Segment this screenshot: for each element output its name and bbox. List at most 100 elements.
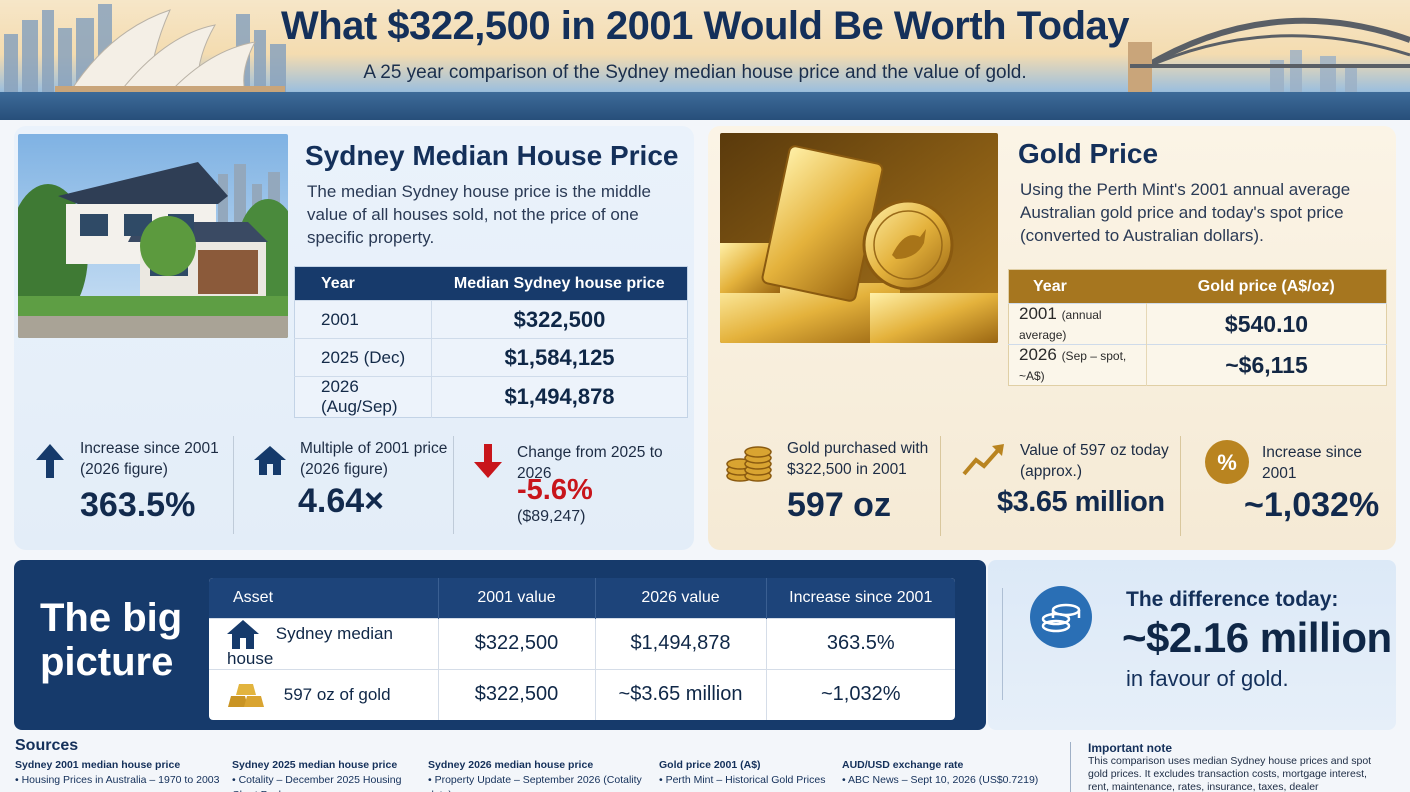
divider xyxy=(233,436,234,534)
stat-value: $3.65 million xyxy=(997,486,1165,518)
page-title: What $322,500 in 2001 Would Be Worth Tod… xyxy=(280,4,1130,48)
important-note-title: Important note xyxy=(1088,741,1172,755)
source-heading: AUD/USD exchange rate xyxy=(842,759,964,771)
price-cell: ~$6,115 xyxy=(1146,344,1387,386)
source-heading: Sydney 2001 median house price xyxy=(15,759,181,771)
page-subtitle: A 25 year comparison of the Sydney media… xyxy=(363,62,1027,83)
trend-up-icon xyxy=(962,444,1004,481)
divider xyxy=(1002,588,1003,700)
house-section-description: The median Sydney house price is the mid… xyxy=(307,182,651,247)
table-row: 2025 (Dec) $1,584,125 xyxy=(294,338,688,377)
source-line[interactable]: Housing Prices in Australia – 1970 to 20… xyxy=(21,774,220,786)
asset-name: 597 oz of gold xyxy=(283,684,391,704)
difference-value: ~$2.16 million xyxy=(1122,614,1392,661)
source-item: AUD/USD exchange rate • ABC News – Sept … xyxy=(842,759,1039,786)
gold-section-title: Gold Price xyxy=(1018,138,1159,169)
year-cell: 2001 xyxy=(1019,304,1057,323)
source-line[interactable]: Cotality – December 2025 Housing Chart P… xyxy=(232,774,402,792)
year-cell: 2026 xyxy=(1019,345,1057,364)
important-note-text: This comparison uses median Sydney house… xyxy=(1088,755,1372,792)
stat-label: Change from 2025 to 2026 xyxy=(517,444,663,482)
table-row: 2001 $322,500 xyxy=(294,300,688,339)
heading-line: picture xyxy=(40,640,174,684)
svg-text:%: % xyxy=(1217,450,1237,475)
value-2026-cell: ~$3.65 million xyxy=(595,669,767,720)
source-line[interactable]: Perth Mint – Historical Gold Prices xyxy=(665,774,826,786)
table-header: Increase since 2001 xyxy=(766,578,955,618)
percent-icon: % xyxy=(1205,440,1249,489)
source-item: Sydney 2026 median house price • Propert… xyxy=(428,758,648,792)
stat-value: 4.64× xyxy=(298,482,385,520)
gold-bars-photo xyxy=(720,133,998,343)
year-cell: 2025 xyxy=(321,347,359,367)
stat-label: Value of 597 oz today (approx.) xyxy=(1020,442,1169,480)
year-note: (annual average) xyxy=(1019,308,1102,342)
asset-name: Sydney median house xyxy=(227,623,393,669)
source-heading: Gold price 2001 (A$) xyxy=(659,759,761,771)
stat-value: ~1,032% xyxy=(1244,486,1380,524)
price-cell: $540.10 xyxy=(1146,303,1387,345)
year-note: (Sep – spot, ~A$) xyxy=(1019,349,1127,383)
table-row: 2026 (Sep – spot, ~A$) ~$6,115 xyxy=(1008,344,1387,386)
divider xyxy=(453,436,454,534)
arrow-down-icon xyxy=(474,444,502,483)
year-cell: 2001 xyxy=(321,309,359,329)
sydney-skyline-illustration xyxy=(4,4,1410,94)
table-row: 2026 (Aug/Sep) $1,494,878 xyxy=(294,376,688,418)
table-header: Gold price (A$/oz) xyxy=(1146,269,1387,304)
price-cell: $1,494,878 xyxy=(431,376,688,418)
stat-label: Increase since 2001 xyxy=(1262,444,1362,482)
source-item: Gold price 2001 (A$) • Perth Mint – Hist… xyxy=(659,759,826,786)
source-heading: Sydney 2025 median house price xyxy=(232,759,398,771)
table-header: 2001 value xyxy=(438,578,596,618)
source-line[interactable]: Property Update – September 2026 (Cotali… xyxy=(428,774,642,792)
year-cell: 2026 xyxy=(321,377,359,396)
comparison-table: Asset 2001 value 2026 value Increase sin… xyxy=(209,578,955,720)
stat-value: 363.5% xyxy=(80,486,196,524)
sydney-house-photo xyxy=(18,134,288,338)
stat-label: Gold purchased with $322,500 in 2001 xyxy=(787,440,929,478)
table-row: 597 oz of gold $322,500 ~$3.65 million ~… xyxy=(209,669,955,720)
year-note: (Dec) xyxy=(363,347,406,367)
gold-bars-icon xyxy=(228,683,264,707)
stat-label: Multiple of 2001 price (2026 figure) xyxy=(300,440,448,478)
house-section-title: Sydney Median House Price xyxy=(305,140,679,171)
harbour-water xyxy=(0,92,1410,120)
value-2026-cell: $1,494,878 xyxy=(595,617,767,670)
table-header: Year xyxy=(294,266,432,301)
gold-section-description: Using the Perth Mint's 2001 annual avera… xyxy=(1020,180,1351,245)
coins-icon xyxy=(1030,586,1092,653)
arrow-up-icon xyxy=(36,444,64,483)
gold-price-table: Year Gold price (A$/oz) 2001 (annual ave… xyxy=(1008,269,1387,386)
source-item: Sydney 2025 median house price • Cotalit… xyxy=(232,758,422,792)
stat-value: 597 oz xyxy=(787,486,891,524)
table-header: Year xyxy=(1008,269,1147,304)
increase-cell: 363.5% xyxy=(766,617,955,670)
coin-stack-icon xyxy=(726,440,772,487)
table-row: Sydney median house $322,500 $1,494,878 … xyxy=(209,617,955,670)
big-picture-heading: The big picture xyxy=(40,596,182,684)
house-price-table: Year Median Sydney house price 2001 $322… xyxy=(294,266,688,418)
table-header: Asset xyxy=(209,578,439,618)
divider xyxy=(1070,742,1071,792)
sources-title: Sources xyxy=(15,737,79,754)
value-2001-cell: $322,500 xyxy=(438,617,596,670)
divider xyxy=(940,436,941,536)
increase-cell: ~1,032% xyxy=(766,669,955,720)
source-item: Sydney 2001 median house price • Housing… xyxy=(15,759,220,786)
difference-label: The difference today: xyxy=(1126,588,1339,611)
house-icon xyxy=(254,444,286,481)
stat-sub: ($89,247) xyxy=(517,508,586,525)
table-header: Median Sydney house price xyxy=(431,266,688,301)
year-note: (Aug/Sep) xyxy=(321,397,398,416)
heading-line: The big xyxy=(40,596,183,640)
price-cell: $322,500 xyxy=(431,300,688,339)
house-icon xyxy=(227,619,259,649)
header-banner: What $322,500 in 2001 Would Be Worth Tod… xyxy=(0,0,1410,120)
difference-sub: in favour of gold. xyxy=(1126,666,1289,691)
value-2001-cell: $322,500 xyxy=(438,669,596,720)
source-line[interactable]: ABC News – Sept 10, 2026 (US$0.7219) xyxy=(848,774,1039,786)
stat-value: -5.6% xyxy=(517,474,593,506)
divider xyxy=(1180,436,1181,536)
table-header: 2026 value xyxy=(595,578,767,618)
